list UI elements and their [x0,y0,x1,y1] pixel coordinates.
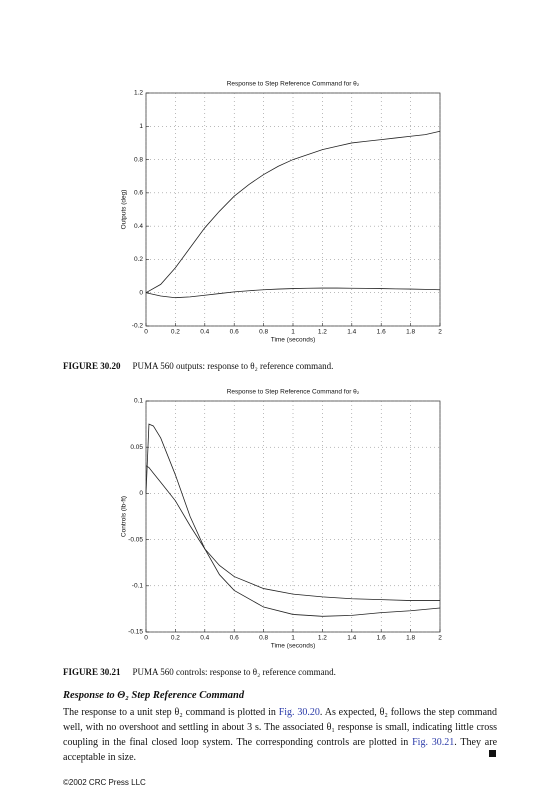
x-tick-label: 0.2 [171,329,180,336]
x-tick-label: 0.8 [259,329,268,336]
x-axis-label: Time (seconds) [271,643,316,650]
caption-text: PUMA 560 controls: response to θ₂ refere… [132,667,336,677]
figure-link[interactable]: Fig. 30.20 [278,707,320,718]
text: . As expected, θ₂ follows the step comma… [63,707,498,748]
x-tick-label: 1.4 [347,329,356,336]
y-tick-label: 0 [139,490,143,497]
y-tick-label: -0.1 [132,583,144,590]
caption: FIGURE 30.20 PUMA 560 outputs: response t… [63,361,333,371]
x-tick-label: 0.4 [200,329,209,336]
x-tick-label: 1 [291,329,295,336]
x-tick-label: 1.8 [406,329,415,336]
y-tick-label: -0.05 [128,536,143,543]
chart-title: Response to Step Reference Command for θ… [227,81,360,88]
paragraph: The response to a unit step θ₂ command i… [63,705,497,765]
x-tick-label: 1.2 [318,635,327,642]
x-tick-label: 0.4 [200,635,209,642]
x-tick-label: 0.6 [230,329,239,336]
x-tick-label: 1.6 [377,329,386,336]
x-tick-label: 1.8 [406,635,415,642]
end-mark [489,750,496,757]
x-tick-label: 0.8 [259,635,268,642]
x-tick-label: 0.6 [230,635,239,642]
caption-label: FIGURE 30.21 [63,667,121,677]
x-tick-label: 0 [144,635,148,642]
y-tick-label: -0.15 [128,629,143,636]
caption-text: PUMA 560 outputs: response to θ₂ referen… [132,361,334,371]
x-tick-label: 1 [291,635,295,642]
x-tick-label: 2 [438,635,442,642]
section-heading: Response to Θ₂ Step Reference Command [63,690,245,701]
y-tick-label: 0.2 [134,256,143,263]
y-tick-label: 0 [139,289,143,296]
y-axis-label: Controls (lb-ft) [121,496,128,537]
x-tick-label: 1.4 [347,635,356,642]
y-tick-label: 0.6 [134,190,143,197]
caption: FIGURE 30.21 PUMA 560 controls: response … [63,667,336,677]
series-line [145,423,441,617]
series-line [145,130,441,294]
caption-label: FIGURE 30.20 [63,361,121,371]
y-tick-label: 1.2 [134,90,143,97]
series-line [145,287,441,299]
y-tick-label: 1 [139,123,143,130]
figure-link[interactable]: Fig. 30.21 [412,737,455,748]
y-tick-label: 0.1 [134,398,143,405]
series-line [145,465,440,601]
x-tick-label: 0.2 [171,635,180,642]
x-tick-label: 1.6 [377,635,386,642]
y-tick-label: 0.8 [134,156,143,163]
y-tick-label: 0.05 [130,444,143,451]
y-tick-label: 0.4 [134,223,143,230]
y-axis-label: Outputs (deg) [121,190,128,230]
text: . They are acceptable in size. [63,737,498,763]
x-tick-label: 1.2 [318,329,327,336]
x-tick-label: 2 [438,329,442,336]
x-tick-label: 0 [144,329,148,336]
text: The response to a unit step θ₂ command i… [63,707,279,718]
x-axis-label: Time (seconds) [271,337,316,344]
y-tick-label: -0.2 [132,323,144,330]
chart-title: Response to Step Reference Command for θ… [227,389,360,396]
footer: ©2002 CRC Press LLC [63,778,146,787]
